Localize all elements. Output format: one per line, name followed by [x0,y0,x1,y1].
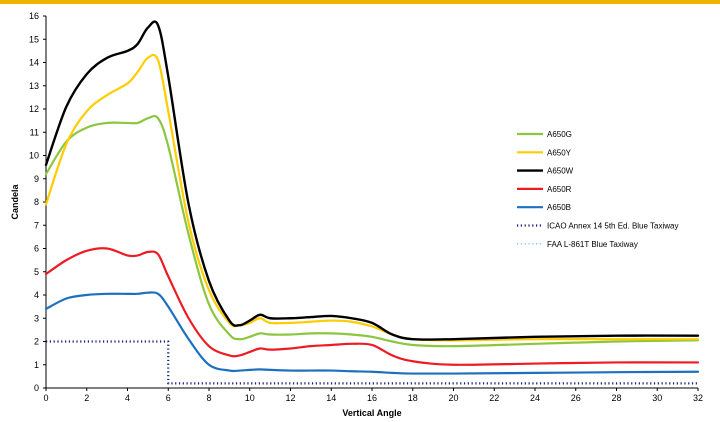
x-tick-label: 16 [367,393,377,403]
legend-label-0: A650G [547,130,572,139]
x-tick-label: 2 [84,393,89,403]
y-tick-label: 11 [30,127,39,137]
x-tick-label: 10 [245,393,255,403]
y-tick-label: 4 [34,290,39,300]
series-line-5 [46,340,698,385]
x-tick-label: 26 [571,393,581,403]
top-accent-bar [0,0,720,4]
x-tick-label: 22 [489,393,499,403]
y-tick-label: 16 [29,11,39,21]
x-tick-label: 18 [408,393,418,403]
x-axis-title: Vertical Angle [342,408,401,418]
x-tick-label: 4 [125,393,130,403]
y-axis-title: Candela [10,184,20,220]
x-tick-labels: 0 2 4 6 8 10 12 14 16 18 20 22 24 26 28 30 32 [43,388,703,403]
legend: A650G A650Y A650W A650R A650B ICAO Annex 14 5… [517,130,678,249]
y-tick-label: 2 [34,337,39,347]
series-line-4 [44,291,700,375]
legend-label-4: A650B [547,203,571,212]
legend-label-5: ICAO Annex 14 5th Ed. Blue Taxiway [547,222,678,231]
series-line-2 [44,20,700,341]
legend-label-3: A650R [547,185,572,194]
x-tick-label: 6 [166,393,171,403]
x-tick-label: 28 [611,393,621,403]
y-tick-label: 0 [34,383,39,393]
axes [45,16,698,389]
y-tick-label: 8 [34,197,39,207]
legend-label-6: FAA L-861T Blue Taxiway [547,240,638,249]
legend-label-1: A650Y [547,148,572,157]
y-tick-label: 1 [34,360,39,370]
x-tick-label: 8 [206,393,211,403]
x-tick-label: 30 [652,393,662,403]
x-tick-label: 12 [285,393,295,403]
series-lines [44,20,700,385]
y-tick-label: 7 [34,220,39,230]
x-tick-label: 24 [530,393,540,403]
y-tick-label: 5 [34,267,39,277]
y-tick-label: 6 [34,244,39,254]
x-tick-label: 0 [43,393,48,403]
series-line-3 [44,247,700,366]
x-tick-label: 32 [693,393,703,403]
legend-label-2: A650W [547,167,574,176]
x-tick-label: 20 [448,393,458,403]
y-tick-label: 14 [29,58,39,68]
y-tick-label: 9 [34,174,39,184]
y-tick-label: 10 [29,151,39,161]
series-line-1 [44,53,700,342]
y-tick-label: 12 [29,104,39,114]
y-tick-label: 15 [29,34,39,44]
series-line-0 [44,114,700,348]
y-tick-label: 3 [34,313,39,323]
y-tick-label: 13 [29,81,39,91]
x-tick-label: 14 [326,393,336,403]
